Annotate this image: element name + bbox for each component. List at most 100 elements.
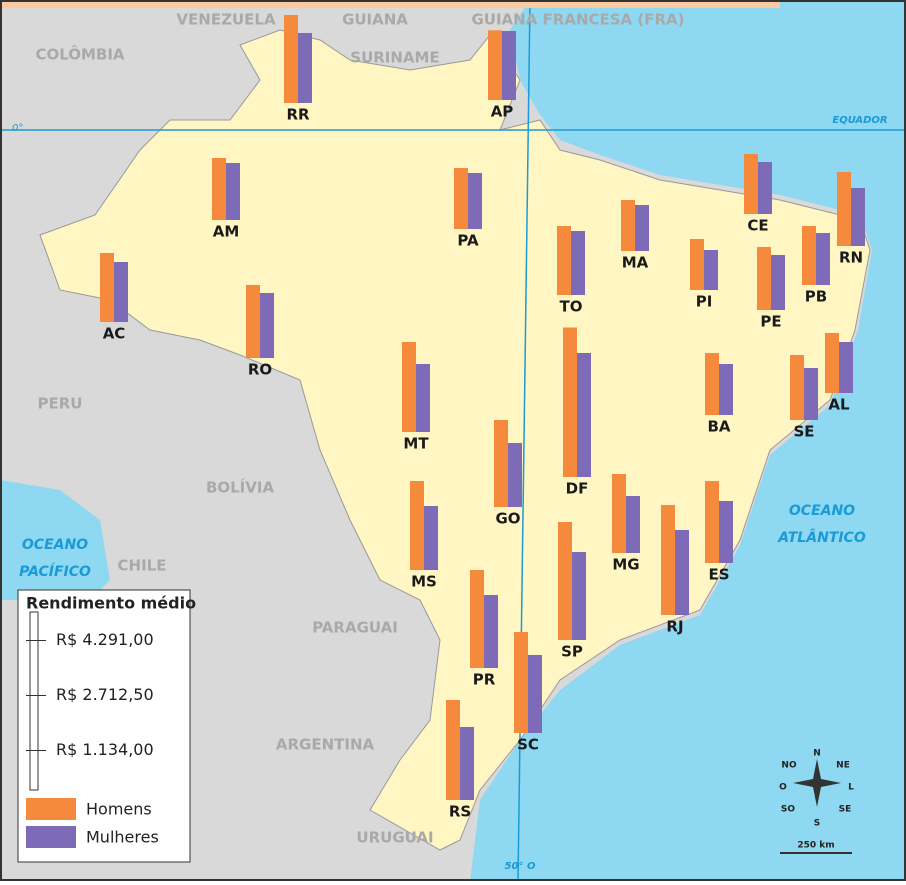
compass-label: NO xyxy=(781,761,797,771)
men-bar xyxy=(621,199,635,251)
meridian-line xyxy=(517,0,531,882)
state-label: SE xyxy=(793,423,814,441)
legend-scale xyxy=(29,611,39,791)
men-bar xyxy=(790,354,804,420)
legend-tick-label: R$ 2.712,50 xyxy=(56,685,154,704)
women-bar xyxy=(577,352,591,477)
men-bar xyxy=(470,569,484,668)
state-label: RO xyxy=(248,361,272,379)
men-bar xyxy=(514,631,528,733)
men-bar xyxy=(837,171,851,246)
country-label: GUIANA FRANCESA (FRA) xyxy=(471,11,684,29)
women-bar xyxy=(804,368,818,420)
legend-title: Rendimento médio xyxy=(26,594,196,613)
compass xyxy=(793,759,841,807)
country-label: VENEZUELA xyxy=(176,11,276,29)
legend-tick-label: R$ 1.134,00 xyxy=(56,740,154,759)
men-bar xyxy=(612,474,626,553)
state-label: PR xyxy=(473,671,496,689)
men-bar xyxy=(825,333,839,393)
men-bar xyxy=(757,247,771,310)
country-label: CHILE xyxy=(118,557,167,575)
women-bar xyxy=(635,205,649,251)
men-bar xyxy=(100,253,114,322)
state-label: RR xyxy=(286,106,310,124)
state-label: PB xyxy=(805,288,827,306)
women-bar xyxy=(298,33,312,103)
men-bar xyxy=(705,353,719,415)
state-label: GO xyxy=(495,510,520,528)
state-label: AP xyxy=(491,103,514,121)
men-bar xyxy=(494,419,508,507)
men-bar xyxy=(410,481,424,570)
country-label: COLÔMBIA xyxy=(35,45,124,64)
state-label: ES xyxy=(708,566,729,584)
ocean-label: PACÍFICO xyxy=(19,563,91,580)
men-bar xyxy=(454,168,468,229)
women-bar xyxy=(114,262,128,322)
women-bar xyxy=(626,495,640,553)
state-label: SC xyxy=(517,736,539,754)
country-label: GUIANA xyxy=(342,11,408,29)
women-bar xyxy=(571,230,585,295)
women-bar xyxy=(460,727,474,800)
women-bar xyxy=(719,363,733,415)
state-label: TO xyxy=(560,298,583,316)
state-label: RN xyxy=(839,249,863,267)
state-label: DF xyxy=(566,480,589,498)
equator-degree: 0° xyxy=(12,123,23,134)
ocean-label: OCEANO xyxy=(789,503,855,519)
compass-label: SO xyxy=(781,805,795,815)
women-bar xyxy=(675,529,689,615)
men-bar xyxy=(284,14,298,104)
state-label: SP xyxy=(561,643,583,661)
women-bar xyxy=(468,173,482,229)
women-bar xyxy=(758,162,772,214)
men-bar xyxy=(246,285,260,358)
state-label: PE xyxy=(760,313,781,331)
ocean-label: ATLÂNTICO xyxy=(777,529,866,546)
compass-label: SE xyxy=(839,805,852,815)
scale-bar-label: 250 km xyxy=(797,841,834,851)
women-bar xyxy=(572,551,586,640)
compass-rose xyxy=(793,759,841,807)
compass-label: O xyxy=(779,783,787,793)
women-bar xyxy=(704,250,718,290)
country-label: URUGUAI xyxy=(356,829,433,847)
state-label: MT xyxy=(403,435,429,453)
state-label: BA xyxy=(707,418,730,436)
meridian-label: 50° O xyxy=(505,861,536,872)
country-label: SURINAME xyxy=(350,49,439,67)
women-bar xyxy=(416,363,430,432)
state-label: PA xyxy=(457,232,479,250)
brazil xyxy=(39,29,871,851)
men-bar xyxy=(563,327,577,477)
compass-label: L xyxy=(848,783,854,793)
women-bar xyxy=(508,442,522,507)
men-bar xyxy=(802,226,816,285)
legend-tick-label: R$ 4.291,00 xyxy=(56,630,154,649)
state-label: AL xyxy=(828,396,850,414)
ocean-label: OCEANO xyxy=(22,537,88,553)
men-bar xyxy=(558,521,572,640)
country-label: ARGENTINA xyxy=(276,736,375,754)
compass-label: N xyxy=(813,749,821,759)
women-bar xyxy=(484,595,498,668)
compass-label: S xyxy=(814,819,820,829)
women-bar xyxy=(816,233,830,285)
men-bar xyxy=(402,342,416,432)
country-label: BOLÍVIA xyxy=(206,478,275,497)
women-bar xyxy=(226,162,240,220)
legend-swatch xyxy=(26,798,76,820)
state-label: AM xyxy=(213,223,240,241)
men-bar xyxy=(705,481,719,563)
state-label: MA xyxy=(622,254,649,272)
women-bar xyxy=(260,292,274,358)
women-bar xyxy=(719,501,733,563)
state-label: RS xyxy=(449,803,471,821)
men-bar xyxy=(557,226,571,295)
state-label: MS xyxy=(411,573,437,591)
men-bar xyxy=(212,157,226,220)
